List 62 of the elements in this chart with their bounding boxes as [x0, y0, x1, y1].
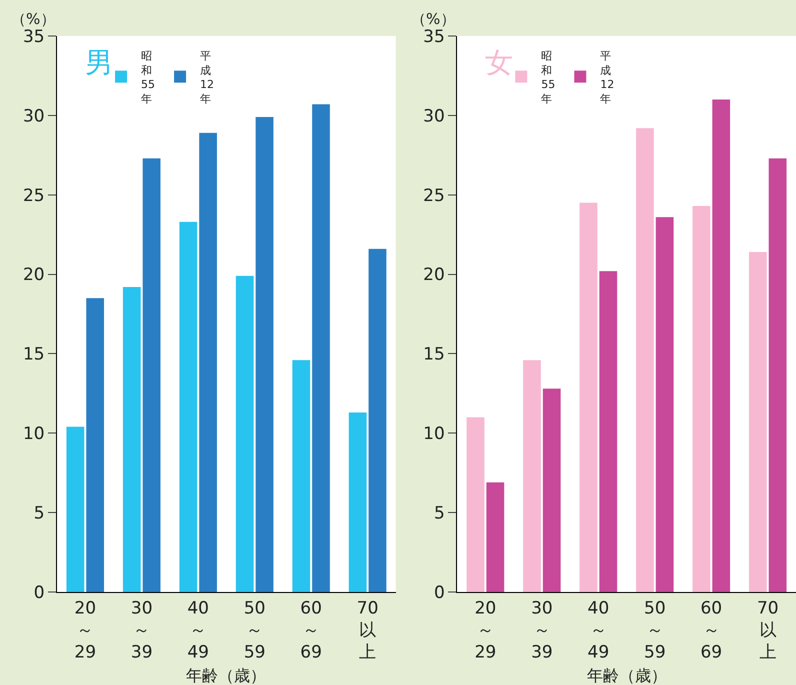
y-tick-label: 20 [423, 265, 445, 286]
x-tick-label: 30～39 [531, 598, 553, 663]
bar [692, 206, 710, 592]
legend-label: 昭和55年 [141, 50, 156, 106]
y-tick-label: 20 [22, 265, 45, 286]
bar [580, 202, 598, 592]
y-tick-label: 30 [22, 106, 45, 126]
bar [86, 298, 104, 592]
bar [599, 271, 618, 592]
y-tick-label: 35 [22, 26, 45, 47]
x-axis-title: 年齢（歳） [186, 666, 266, 685]
bar [712, 100, 730, 592]
x-tick-label: 30～39 [130, 598, 153, 663]
y-tick-label: 5 [434, 504, 445, 524]
bar [66, 426, 84, 592]
y-tick-label: 10 [423, 424, 445, 444]
bar [236, 276, 254, 592]
legend-label: 昭和55年 [541, 50, 556, 106]
y-tick-label: 0 [434, 582, 445, 603]
bar [748, 252, 767, 592]
x-tick-label: 40～49 [187, 598, 209, 663]
bar [179, 222, 198, 592]
y-tick-label: 15 [423, 344, 445, 365]
x-tick-label: 60～69 [300, 598, 322, 663]
y-tick-label: 10 [22, 424, 45, 444]
bar [523, 360, 541, 592]
bar [122, 286, 141, 592]
y-tick-label: 15 [22, 344, 45, 365]
x-tick-label: 40～49 [588, 598, 610, 663]
x-tick-label: 20～29 [474, 598, 496, 663]
y-tick-label: 5 [34, 504, 45, 524]
bar [768, 158, 787, 592]
y-tick-label: 25 [423, 186, 445, 206]
bar [292, 360, 310, 592]
y-tick-label: 0 [34, 582, 45, 603]
bar [199, 132, 217, 592]
x-tick-label: 50～59 [244, 598, 266, 663]
bar [636, 128, 654, 592]
x-tick-label: 20～29 [74, 598, 96, 663]
y-tick-label: 30 [423, 106, 445, 126]
y-axis-title: （%） [11, 10, 56, 28]
chart-title: 男 [85, 46, 113, 79]
bar [312, 104, 330, 592]
x-tick-label: 70以上 [756, 598, 779, 663]
y-axis-title: （%） [411, 10, 456, 28]
x-tick-label: 70以上 [356, 598, 378, 663]
bar [142, 158, 160, 592]
bar [656, 217, 674, 592]
bar [256, 117, 274, 592]
chart-title: 女 [485, 46, 513, 79]
bar [348, 412, 367, 592]
bar [542, 388, 561, 592]
y-tick-label: 25 [22, 186, 45, 206]
legend-label: 平成12年 [200, 50, 214, 106]
x-tick-label: 50～59 [644, 598, 666, 663]
x-tick-label: 60～69 [700, 598, 722, 663]
x-axis-title: 年齢（歳） [587, 666, 667, 685]
y-tick-label: 35 [423, 26, 445, 47]
bar [466, 417, 484, 592]
legend-label: 平成12年 [600, 50, 614, 106]
bar [368, 248, 386, 592]
bar [486, 482, 504, 592]
